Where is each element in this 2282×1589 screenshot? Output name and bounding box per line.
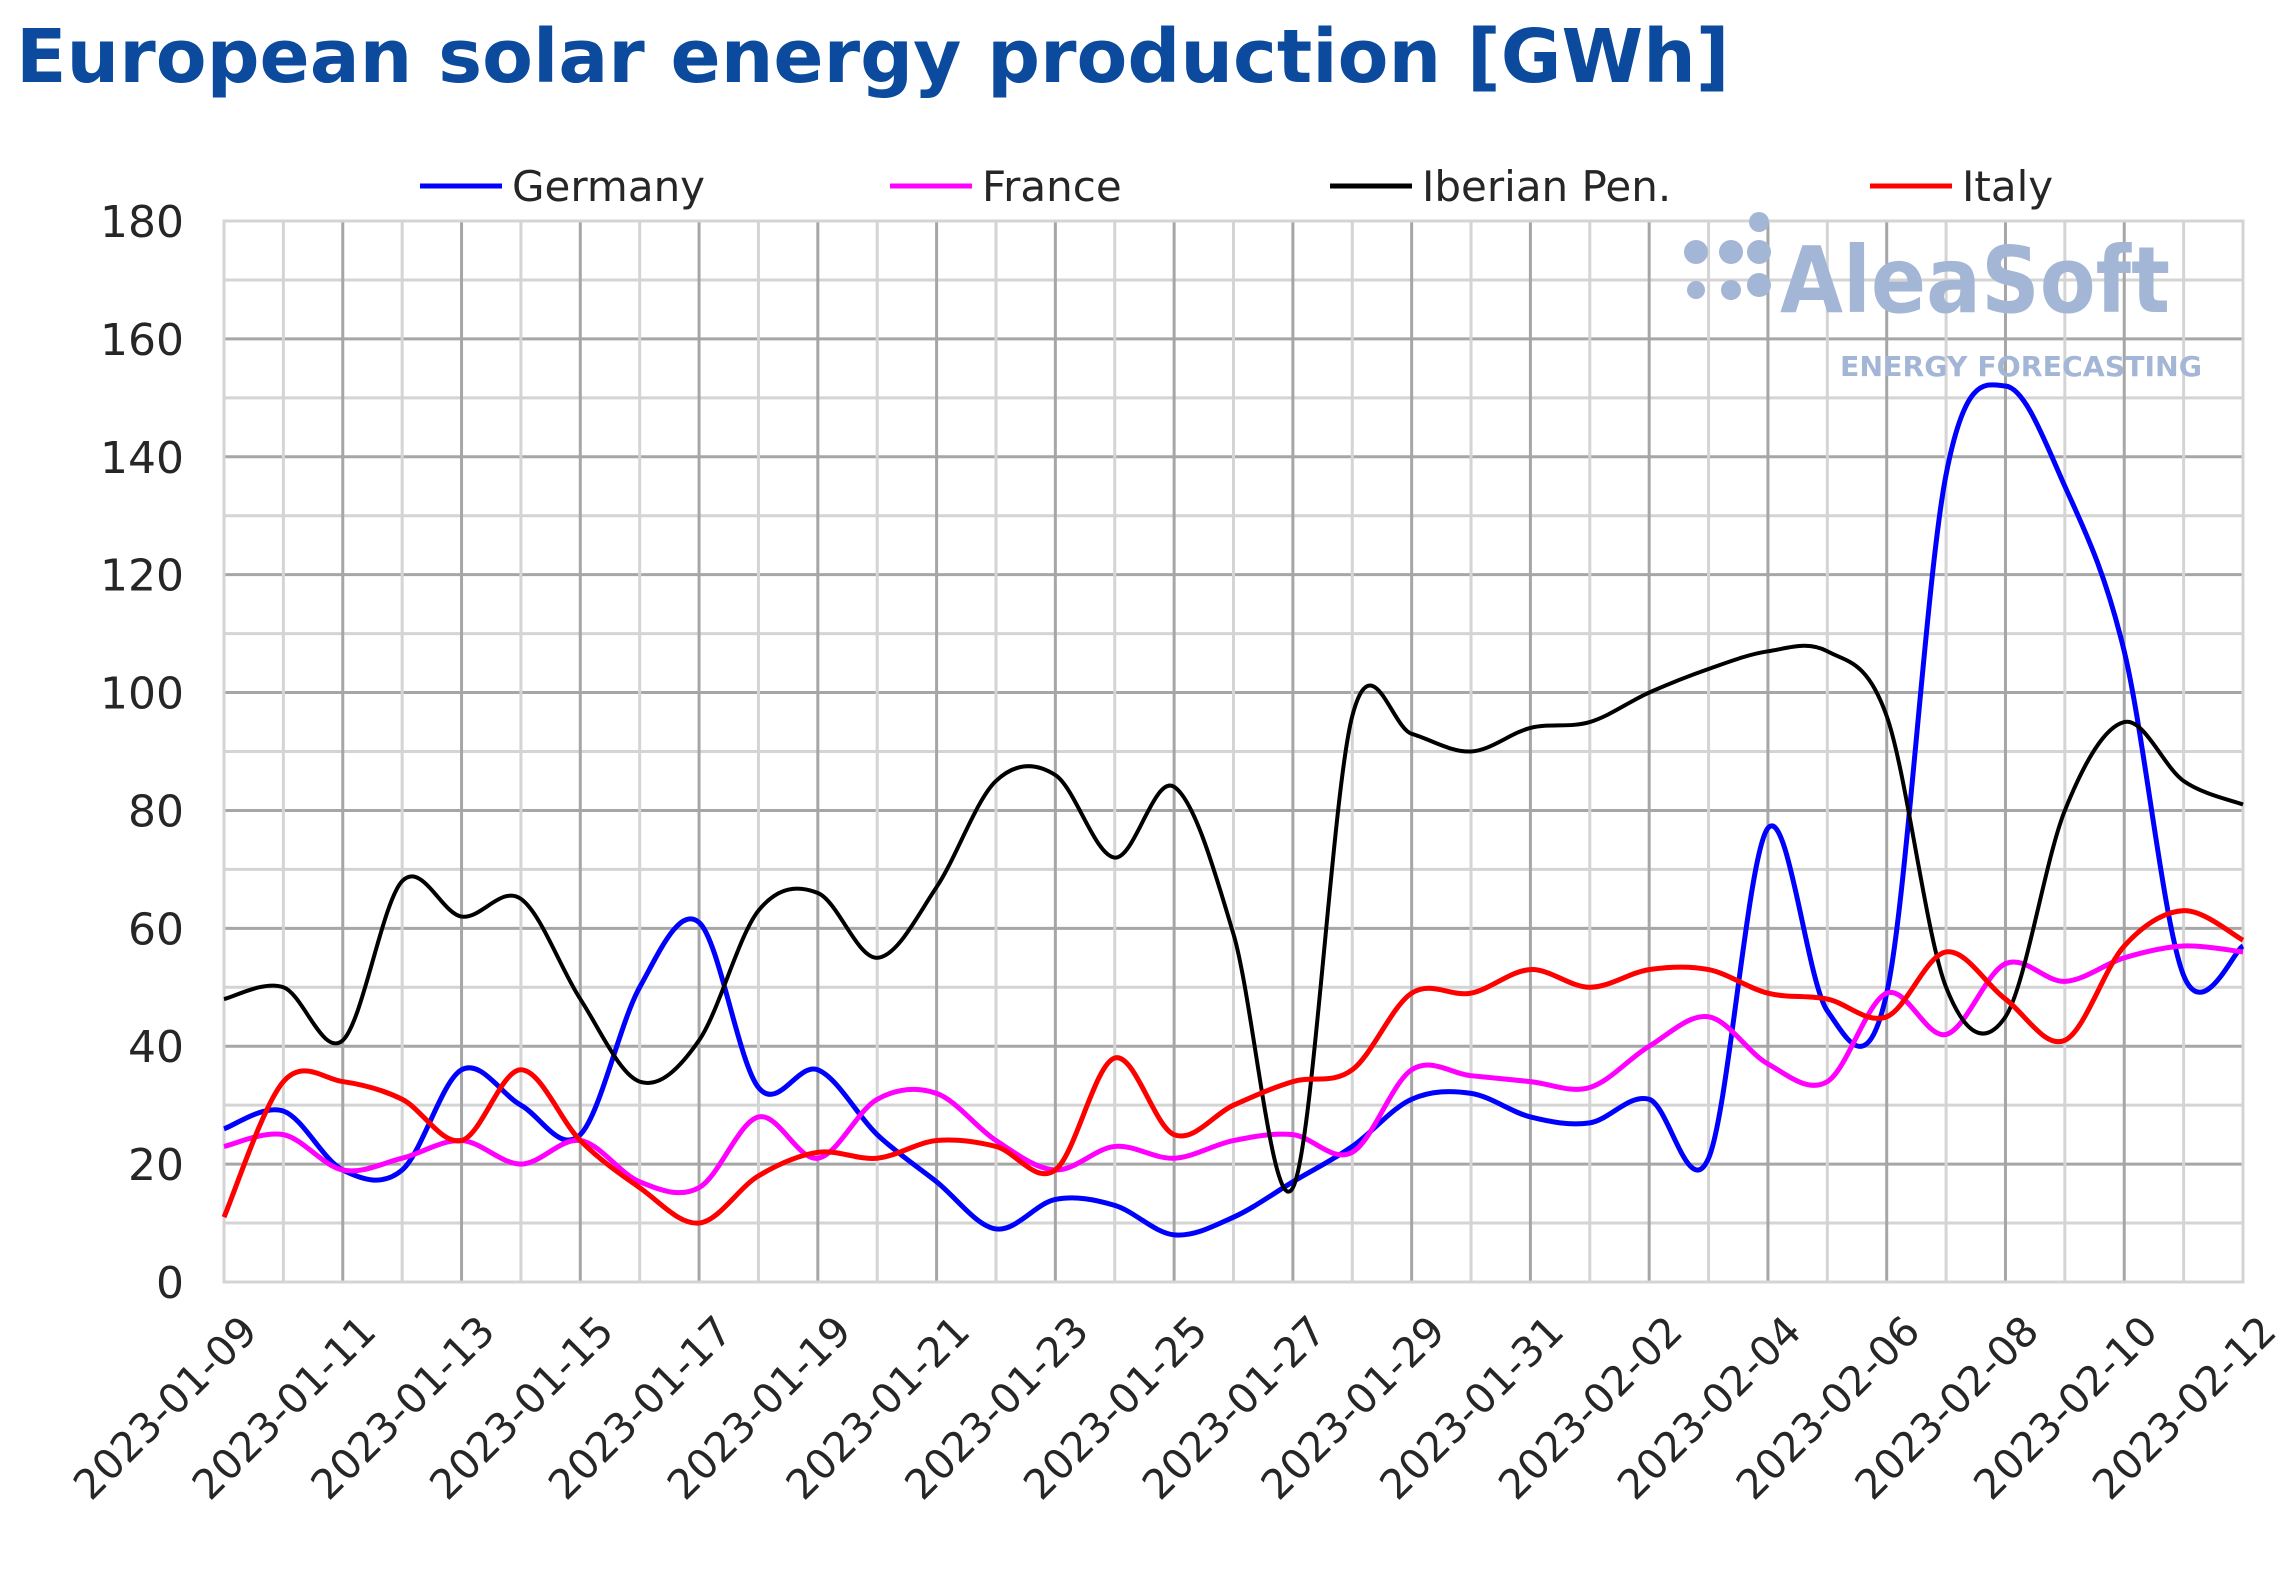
y-tick-label: 140 [100, 433, 184, 484]
watermark-logo-dot [1747, 240, 1771, 264]
y-tick-label: 80 [128, 786, 184, 837]
y-tick-label: 40 [128, 1022, 184, 1073]
watermark-logo-dot [1719, 240, 1743, 264]
watermark-logo-dot [1687, 281, 1705, 299]
plot-border [222, 219, 2245, 1284]
y-tick-label: 120 [100, 551, 184, 602]
legend-label-iberian-pen: Iberian Pen. [1422, 162, 1671, 211]
series-line-iberian-pen [223, 643, 2244, 1194]
y-tick-label: 180 [100, 197, 184, 248]
legend-label-france: France [982, 162, 1122, 211]
y-tick-label: 0 [156, 1258, 184, 1309]
watermark-logo-dot [1721, 280, 1741, 300]
chart-title: European solar energy production [GWh] [16, 14, 1730, 100]
watermark-brand: AleaSoft [1780, 227, 2170, 334]
watermark-logo-dot [1747, 273, 1771, 297]
y-tick-label: 160 [100, 315, 184, 366]
watermark-logo-dot [1684, 240, 1708, 264]
y-tick-label: 60 [128, 904, 184, 955]
watermark-tagline: ENERGY FORECASTING [1840, 350, 2202, 383]
y-tick-label: 100 [100, 669, 184, 720]
legend-label-germany: Germany [512, 162, 705, 211]
series-line-italy [221, 908, 2245, 1226]
watermark-logo-dot [1749, 212, 1769, 232]
legend-label-italy: Italy [1962, 162, 2053, 211]
y-tick-label: 20 [128, 1140, 184, 1191]
